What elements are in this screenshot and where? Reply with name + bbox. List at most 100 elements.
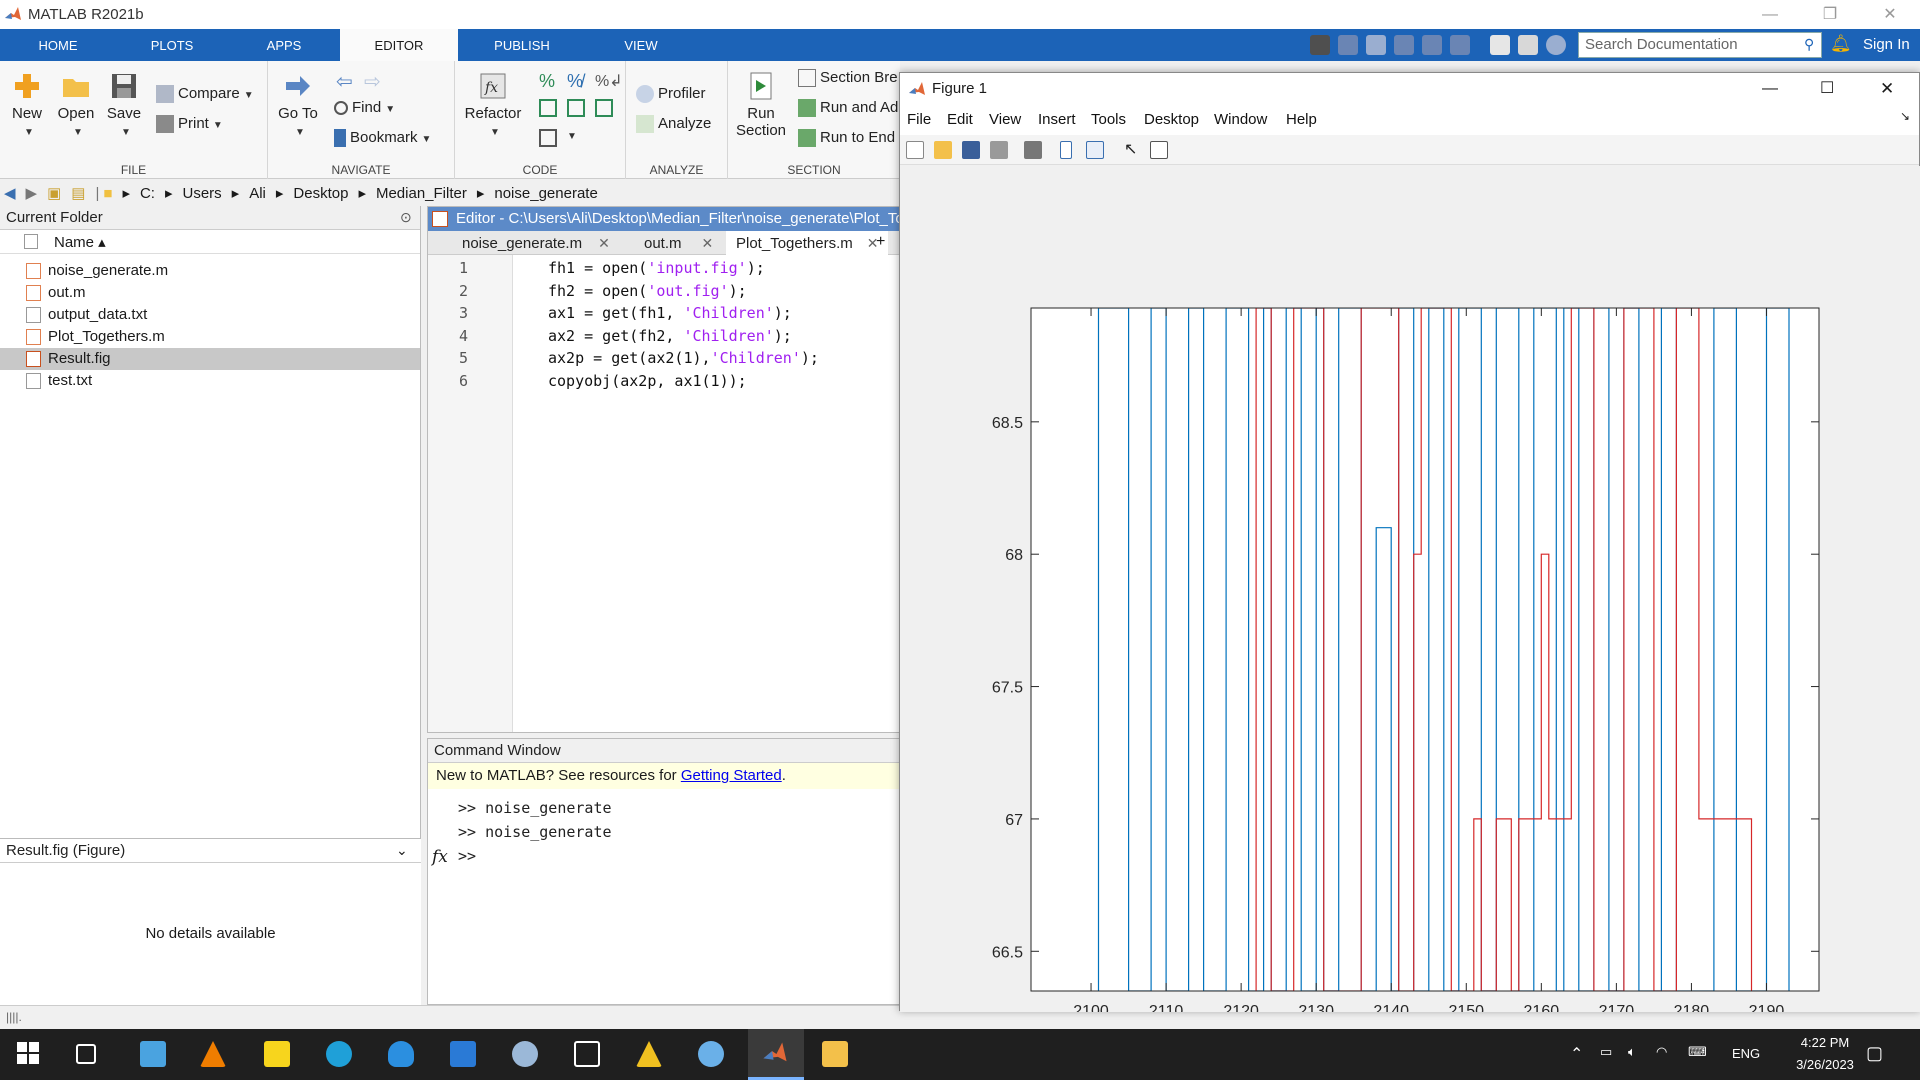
command-prompt[interactable]: >> <box>458 847 477 865</box>
tab-plots[interactable]: PLOTS <box>150 38 194 53</box>
app-triangle-icon[interactable] <box>636 1041 662 1067</box>
up-folder-icon[interactable]: ▣ <box>47 185 62 202</box>
defender-icon[interactable] <box>388 1041 414 1067</box>
search-input[interactable]: Search Documentation <box>1578 32 1822 58</box>
vlc-icon[interactable] <box>200 1041 226 1067</box>
search-icon[interactable]: ⚲ <box>1804 36 1815 52</box>
code-options-icon[interactable] <box>539 129 557 147</box>
new-button[interactable]: New ▼ <box>8 71 46 139</box>
file-item[interactable]: output_data.txt <box>0 304 420 326</box>
link-plot-icon[interactable] <box>1024 141 1042 159</box>
comment-icon[interactable]: % <box>539 71 556 91</box>
undo-icon[interactable] <box>1422 35 1442 55</box>
close-tab-icon[interactable]: ✕ <box>701 235 714 251</box>
battery-icon[interactable]: ▭ <box>1600 1044 1613 1059</box>
close-tab-icon[interactable]: ✕ <box>866 235 879 251</box>
sticky-notes-icon[interactable] <box>264 1041 290 1067</box>
code-line[interactable]: ax2p = get(ax2(1),'Children'); <box>548 349 819 367</box>
restore-button[interactable]: ❐ <box>1822 6 1838 23</box>
save-button[interactable]: Save ▼ <box>104 71 144 139</box>
path-segment[interactable]: Median_Filter <box>375 184 467 202</box>
code-line[interactable]: ax2 = get(fh2, 'Children'); <box>548 326 792 345</box>
notification-center-icon[interactable]: ▢ <box>1866 1043 1884 1063</box>
menu-desktop[interactable]: Desktop <box>1144 111 1200 128</box>
globe-app-icon[interactable] <box>698 1041 724 1067</box>
minimize-button[interactable]: — <box>1762 6 1778 23</box>
code-line[interactable]: fh2 = open('out.fig'); <box>548 281 747 300</box>
forward-icon[interactable]: ▶ <box>25 185 38 202</box>
property-inspector-icon[interactable] <box>1150 141 1168 159</box>
copy-icon[interactable] <box>1366 35 1386 55</box>
print-button[interactable]: Print ▼ <box>156 115 223 134</box>
compare-button[interactable]: Compare ▼ <box>156 85 254 104</box>
windows-start-icon[interactable] <box>16 1041 42 1067</box>
wifi-icon[interactable]: ◠ <box>1656 1044 1668 1059</box>
find-button[interactable]: Find ▼ <box>334 99 395 116</box>
path-segment[interactable]: Users <box>182 184 222 202</box>
task-view-icon[interactable] <box>76 1044 96 1064</box>
new-figure-icon[interactable] <box>906 141 924 159</box>
name-column-header[interactable]: Name ▴ <box>0 230 420 254</box>
refactor-button[interactable]: fx Refactor ▼ <box>463 71 523 139</box>
menu-tools[interactable]: Tools <box>1091 111 1127 128</box>
smart-indent-icon[interactable] <box>539 99 557 117</box>
cut-icon[interactable] <box>1338 35 1358 55</box>
editor-tab-active[interactable]: Plot_Togethers.m ✕ <box>726 231 888 255</box>
function-browser-icon[interactable]: fx <box>432 847 448 867</box>
file-item[interactable]: Plot_Togethers.m <box>0 326 420 348</box>
editor-tab[interactable]: out.m ✕ <box>634 231 724 255</box>
paste-icon[interactable] <box>1394 35 1414 55</box>
tab-editor[interactable]: EDITOR <box>340 29 458 61</box>
goto-button[interactable]: Go To ▼ <box>276 71 320 139</box>
forward-arrow-icon[interactable]: ⇨ <box>364 71 381 93</box>
file-item[interactable]: out.m <box>0 282 420 304</box>
section-break-button[interactable]: Section Bre <box>798 69 898 88</box>
computer-icon[interactable] <box>140 1041 166 1067</box>
figure-close-button[interactable]: ✕ <box>1880 79 1895 98</box>
uncomment-icon[interactable]: %̸ <box>567 71 584 91</box>
help-icon[interactable] <box>1518 35 1538 55</box>
edit-plot-pointer-icon[interactable]: ↖ <box>1124 141 1138 158</box>
path-segment[interactable]: noise_generate <box>494 184 598 202</box>
file-item-selected[interactable]: Result.fig <box>0 348 420 370</box>
file-item[interactable]: noise_generate.m <box>0 260 420 282</box>
save-quick-icon[interactable] <box>1310 35 1330 55</box>
browse-folder-icon[interactable]: ▤ <box>71 185 86 202</box>
menu-window[interactable]: Window <box>1214 111 1268 128</box>
legend-icon[interactable] <box>1086 141 1104 159</box>
switch-windows-icon[interactable] <box>1490 35 1510 55</box>
open-file-icon[interactable] <box>934 141 952 159</box>
profiler-button[interactable]: Profiler <box>636 85 706 104</box>
menu-help[interactable]: Help <box>1286 111 1317 128</box>
dock-arrow-icon[interactable]: ↘ <box>1900 109 1911 123</box>
sign-in-link[interactable]: Sign In <box>1863 36 1910 53</box>
notification-bell-icon[interactable]: 🔔︎ <box>1830 34 1852 53</box>
print-figure-icon[interactable] <box>990 141 1008 159</box>
file-explorer-icon[interactable] <box>822 1041 848 1067</box>
add-tab-icon[interactable]: + <box>876 233 886 250</box>
panel-options-icon[interactable]: ⊙ <box>400 209 412 225</box>
volume-icon[interactable]: 🔈︎ <box>1628 1044 1636 1059</box>
menu-file[interactable]: File <box>907 111 932 128</box>
path-segment[interactable]: Ali <box>249 184 266 202</box>
tab-view[interactable]: VIEW <box>624 38 658 53</box>
colorbar-icon[interactable] <box>1060 141 1072 159</box>
menu-edit[interactable]: Edit <box>947 111 973 128</box>
outdent-icon[interactable] <box>595 99 613 117</box>
edge-icon[interactable] <box>326 1041 352 1067</box>
preferences-icon[interactable] <box>1546 35 1566 55</box>
path-segment[interactable]: Desktop <box>293 184 349 202</box>
mathtype-icon[interactable] <box>574 1041 600 1067</box>
run-section-button[interactable]: Run Section <box>732 71 790 139</box>
figure-minimize-button[interactable]: — <box>1762 80 1778 97</box>
editor-tab[interactable]: noise_generate.m ✕ <box>452 231 632 255</box>
redo-icon[interactable] <box>1450 35 1470 55</box>
bookmark-button[interactable]: Bookmark ▼ <box>334 129 431 148</box>
analyze-button[interactable]: Analyze <box>636 115 711 134</box>
clock-time[interactable]: 4:22 PM <box>1800 1035 1850 1050</box>
wrap-comments-icon[interactable]: %↲ <box>595 73 623 90</box>
getting-started-link[interactable]: Getting Started <box>680 767 782 784</box>
tab-publish[interactable]: PUBLISH <box>494 38 550 53</box>
keyboard-icon[interactable]: ⌨ <box>1688 1044 1707 1059</box>
select-all-checkbox[interactable] <box>24 234 38 249</box>
